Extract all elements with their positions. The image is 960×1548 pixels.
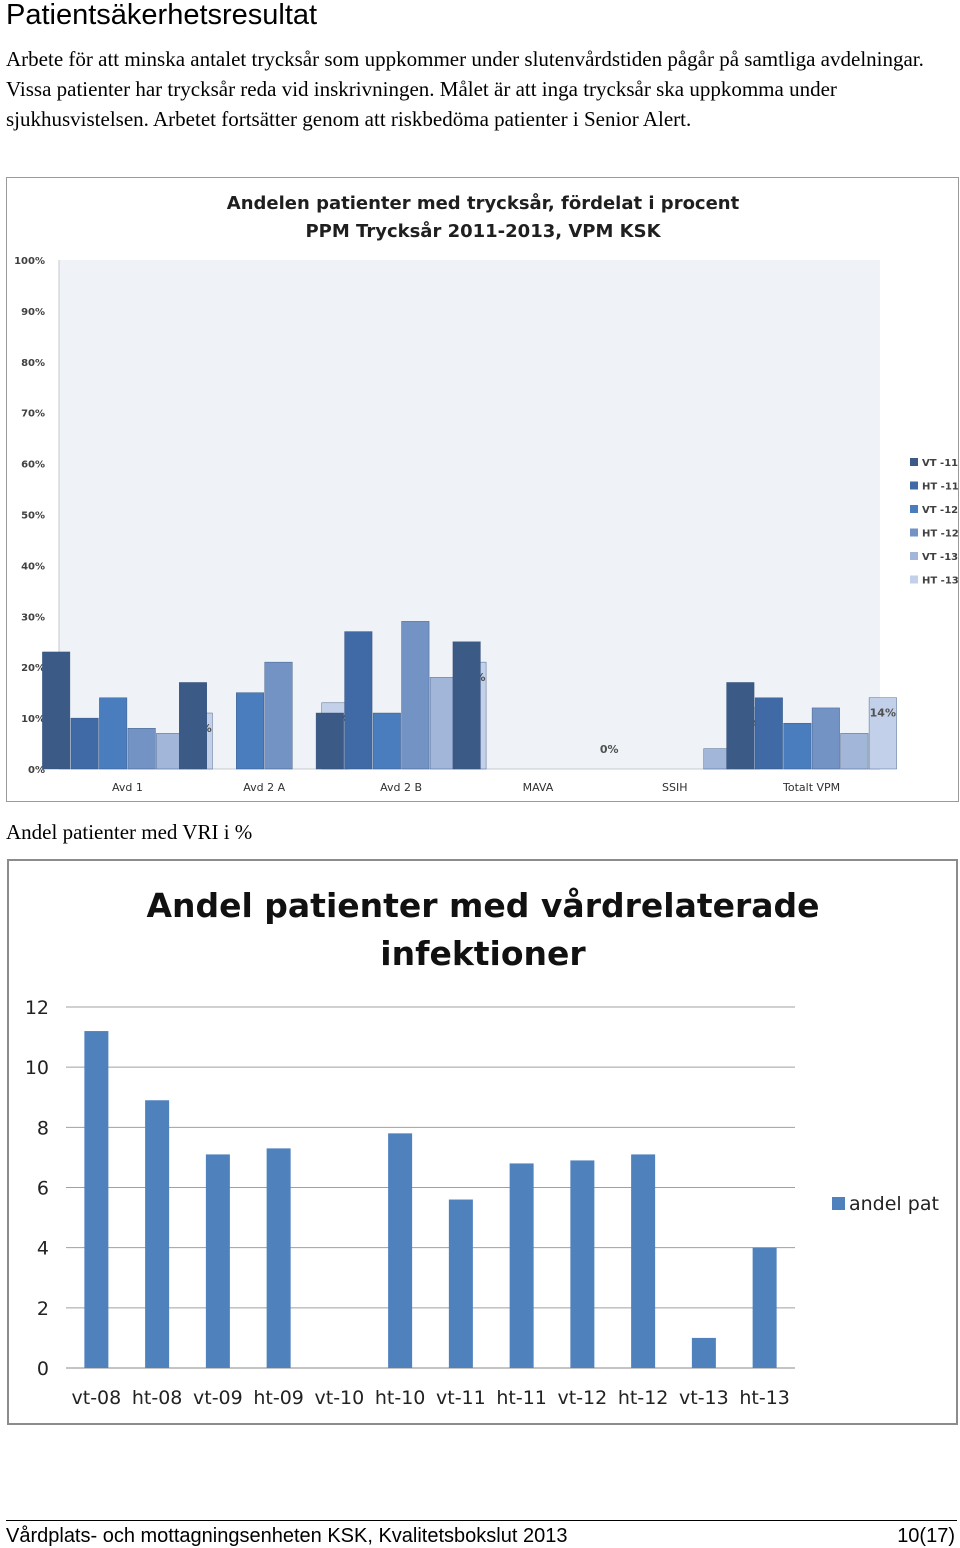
chart2-y-tick-label: 6	[37, 1178, 49, 1200]
chart1-y-tick-label: 10%	[21, 714, 45, 725]
chart2-bar	[752, 1247, 777, 1368]
chart1-bar	[452, 641, 481, 770]
chart1-y-tick-label: 50%	[21, 511, 45, 522]
chart1-bar	[344, 631, 373, 770]
chart1-bar	[401, 621, 430, 770]
chart1-y-tick-label: 100%	[14, 256, 45, 267]
chart1-legend-swatch	[910, 528, 918, 537]
chart1-x-tick-label: Avd 2 B	[380, 781, 422, 794]
chart1-bar	[811, 707, 840, 770]
chart2-x-tick-label: ht-10	[375, 1387, 426, 1409]
page-number: 10(17)	[897, 1525, 955, 1547]
chart2-bar	[84, 1031, 109, 1368]
chart1-legend-swatch	[910, 481, 918, 490]
chart2-x-tick-label: ht-12	[618, 1387, 669, 1409]
chart1-legend-label: VT -12	[922, 505, 958, 516]
chart1-y-tick-label: 30%	[21, 612, 45, 623]
chart2-bar	[266, 1148, 291, 1368]
footer-divider	[6, 1520, 957, 1521]
chart1-legend-swatch	[910, 458, 918, 466]
chart2-title-line1: Andel patienter med vårdrelaterade	[146, 886, 819, 925]
chart2-bar	[631, 1154, 656, 1368]
chart2-y-tick-label: 2	[37, 1298, 49, 1320]
chart1-bar	[868, 697, 897, 770]
chart2-y-tick-label: 0	[37, 1358, 49, 1380]
chart1-x-tick-label: Avd 1	[112, 781, 143, 794]
chart1-bar	[70, 717, 99, 770]
chart2-x-tick-label: ht-13	[739, 1387, 790, 1409]
footer-title: Vårdplats- och mottagningsenheten KSK, K…	[6, 1525, 568, 1547]
chart2-x-tick-label: ht-11	[496, 1387, 547, 1409]
chart1-legend-label: HT -11	[922, 482, 959, 493]
chart2-bar	[388, 1133, 413, 1368]
chart2-x-tick-label: ht-09	[253, 1387, 304, 1409]
chart1-y-tick-label: 60%	[21, 460, 45, 471]
chart2-x-tick-label: vt-13	[679, 1387, 729, 1409]
chart1-y-tick-label: 20%	[21, 663, 45, 674]
chart1-bar	[726, 682, 755, 770]
chart2-y-tick-label: 4	[37, 1238, 49, 1260]
chart1-bar	[127, 728, 156, 770]
chart1-x-tick-label: Avd 2 A	[243, 781, 285, 794]
chart1-bar	[179, 682, 207, 770]
chart2-x-tick-label: vt-12	[558, 1387, 608, 1409]
chart2-bar	[145, 1100, 170, 1368]
chart1-legend-swatch	[910, 552, 918, 560]
chart2-bar	[570, 1160, 595, 1368]
chart1-y-tick-label: 80%	[21, 358, 45, 369]
chart1-y-tick-label: 70%	[21, 409, 45, 420]
chart1-bar	[783, 722, 812, 770]
chart2-legend-swatch	[832, 1197, 845, 1210]
chart1-y-tick-label: 0%	[28, 765, 45, 776]
pressure-ulcer-chart-svg: Andelen patienter med trycksår, fördelat…	[14, 192, 959, 794]
chart2-y-tick-label: 8	[37, 1117, 49, 1139]
chart1-x-tick-label: Totalt VPM	[782, 781, 840, 794]
chart2-bar	[205, 1154, 230, 1368]
intro-paragraph: Arbete för att minska antalet trycksår s…	[6, 47, 924, 131]
pressure-ulcer-chart: Andelen patienter med trycksår, fördelat…	[6, 177, 959, 802]
chart2-bar	[448, 1199, 473, 1368]
chart1-subtitle: PPM Trycksår 2011-2013, VPM KSK	[305, 220, 661, 242]
chart1-bar	[754, 697, 783, 770]
chart2-legend-label: andel pat	[849, 1193, 939, 1215]
chart1-legend-label: VT -13	[922, 552, 958, 563]
chart2-x-tick-label: vt-11	[436, 1387, 486, 1409]
chart2-x-tick-label: vt-10	[315, 1387, 365, 1409]
vri-chart: Andel patienter med vårdrelaterade infekt…	[7, 859, 958, 1425]
chart1-legend-label: VT -11	[922, 458, 958, 469]
chart1-y-tick-label: 90%	[21, 307, 45, 318]
chart1-data-label: 0%	[600, 743, 619, 756]
chart1-x-tick-label: SSIH	[662, 781, 687, 794]
chart1-bar	[99, 697, 128, 770]
chart1-title: Andelen patienter med trycksår, fördelat…	[227, 192, 740, 214]
page-heading: Patientsäkerhetsresultat	[6, 0, 318, 31]
chart1-bar	[315, 712, 344, 770]
chart1-bar	[840, 733, 869, 770]
chart1-data-label: 14%	[870, 707, 896, 720]
chart2-x-tick-label: vt-08	[72, 1387, 122, 1409]
chart2-x-tick-label: vt-09	[193, 1387, 243, 1409]
chart1-bar	[42, 651, 71, 770]
chart2-title-line2: infektioner	[380, 934, 586, 973]
chart1-legend-label: HT -12	[922, 529, 959, 540]
chart1-legend-label: HT -13	[922, 576, 959, 587]
chart1-bar	[372, 712, 401, 770]
chart1-y-tick-label: 40%	[21, 561, 45, 572]
chart2-y-tick-label: 10	[25, 1057, 49, 1079]
chart2-bar	[691, 1337, 716, 1368]
chart1-bar	[264, 661, 293, 770]
chart2-bar	[509, 1163, 534, 1368]
chart1-legend-swatch	[910, 505, 918, 513]
chart2-x-tick-label: ht-08	[132, 1387, 183, 1409]
vri-caption: Andel patienter med VRI i %	[6, 820, 253, 844]
chart1-legend-swatch	[910, 575, 918, 584]
vri-chart-svg: Andel patienter med vårdrelaterade infekt…	[25, 886, 939, 1409]
chart2-y-tick-label: 12	[25, 997, 49, 1019]
chart1-x-tick-label: MAVA	[523, 781, 554, 794]
chart1-bar	[236, 692, 264, 770]
